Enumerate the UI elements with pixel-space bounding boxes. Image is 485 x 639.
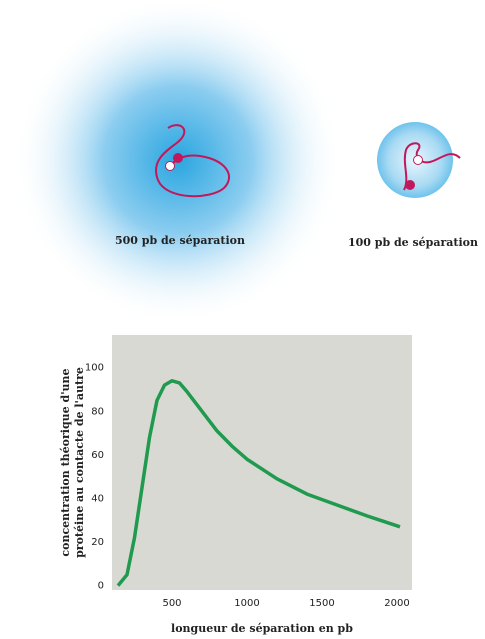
x-tick-label: 1000 [234,598,259,609]
protein [414,156,423,165]
plot-area [112,335,412,590]
protein [405,180,415,190]
chart: 0 20 40 60 80 100 500 1000 1500 2000 longueur de s… [59,335,412,635]
figure: 500 pb de séparation 100 pb de séparatio… [0,0,485,639]
protein [166,162,175,171]
y-tick-label: 20 [91,537,104,548]
diagram: 500 pb de séparation 100 pb de séparatio… [13,0,478,325]
page: {"diagram": {"labels": ["500 pb de sépar… [0,0,485,639]
y-tick-label: 0 [98,581,104,592]
x-axis-label: longueur de séparation en pb [171,622,353,635]
y-axis-label: protéine au contacte de l'autre [73,367,86,558]
x-tick-label: 1500 [309,598,334,609]
y-tick-label: 100 [85,363,104,374]
y-tick-label: 80 [91,406,104,417]
y-tick-label: 40 [91,493,104,504]
y-axis-label: concentration théorique d'une [59,368,72,556]
protein [173,153,183,163]
x-tick-label: 500 [162,598,181,609]
label: 500 pb de séparation [115,234,245,247]
y-tick-label: 60 [91,450,104,461]
label: 100 pb de séparation [348,236,478,249]
x-tick-label: 2000 [384,598,409,609]
